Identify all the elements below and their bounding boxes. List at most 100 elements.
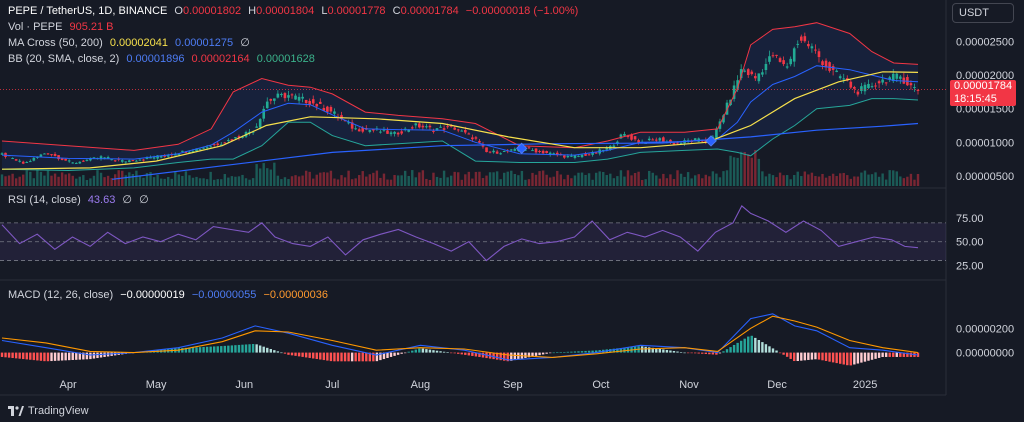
macd-line-value: −0.00000055 bbox=[191, 289, 257, 301]
bb-basis-value: 0.00001896 bbox=[126, 53, 185, 65]
macd-histogram-bar bbox=[382, 352, 386, 360]
candle-body bbox=[916, 89, 920, 91]
volume-bar bbox=[591, 179, 594, 186]
volume-bar bbox=[449, 175, 453, 186]
bb-basis-line bbox=[1, 65, 919, 160]
symbol-legend: PEPE / TetherUS, 1D, BINANCE O0.00001802… bbox=[8, 4, 582, 18]
volume-bar bbox=[849, 178, 853, 186]
macd-histogram-bar bbox=[729, 347, 732, 353]
bb-legend[interactable]: BB (20, SMA, close, 2) 0.00001896 0.0000… bbox=[8, 52, 319, 66]
volume-bar bbox=[888, 170, 891, 186]
macd-histogram-bar bbox=[566, 351, 570, 353]
volume-bar bbox=[640, 179, 644, 186]
macd-histogram-bar bbox=[789, 352, 792, 359]
volume-bar bbox=[457, 172, 460, 186]
tradingview-brand[interactable]: TradingView bbox=[8, 405, 89, 417]
volume-bar bbox=[697, 174, 700, 186]
candle-body bbox=[110, 159, 113, 161]
rsi-legend[interactable]: RSI (14, close) 43.63 ∅ ∅ bbox=[8, 193, 153, 207]
volume-bar bbox=[113, 174, 117, 186]
macd-histogram-bar bbox=[651, 347, 654, 353]
candle-body bbox=[283, 93, 287, 99]
candle-body bbox=[400, 131, 403, 134]
volume-legend[interactable]: Vol · PEPE 905.21 B bbox=[8, 20, 118, 34]
macd-histogram-bar bbox=[824, 352, 828, 361]
macd-histogram-bar bbox=[648, 347, 651, 353]
volume-bar bbox=[693, 175, 697, 186]
candle-body bbox=[605, 147, 609, 150]
macd-histogram-bar bbox=[14, 352, 18, 359]
candle-body bbox=[679, 142, 683, 144]
candle-body bbox=[757, 73, 761, 82]
volume-bar bbox=[60, 172, 64, 186]
volume-bar bbox=[541, 170, 545, 186]
candle-body bbox=[241, 136, 244, 138]
macd-histogram-bar bbox=[368, 352, 372, 362]
candle-body bbox=[322, 108, 326, 111]
volume-bar bbox=[892, 170, 895, 186]
volume-bar bbox=[690, 178, 693, 186]
candle-body bbox=[439, 126, 442, 128]
macd-histogram-bar bbox=[849, 352, 853, 366]
volume-bar bbox=[262, 163, 265, 186]
volume-bar bbox=[729, 155, 732, 186]
time-tick-label: May bbox=[146, 379, 167, 391]
macd-histogram-bar bbox=[53, 352, 57, 361]
volume-bar bbox=[644, 179, 647, 186]
candle-body bbox=[488, 151, 492, 153]
volume-bar bbox=[156, 174, 159, 186]
volume-bar bbox=[191, 177, 195, 186]
candle-body bbox=[333, 111, 336, 114]
volume-bar bbox=[198, 178, 202, 186]
candle-body bbox=[248, 131, 251, 134]
volume-bar bbox=[863, 170, 867, 186]
volume-bar bbox=[754, 150, 757, 186]
volume-bar bbox=[389, 179, 393, 186]
macd-histogram-bar bbox=[545, 352, 548, 354]
macd-histogram-bar bbox=[739, 340, 743, 353]
macd-histogram-bar bbox=[874, 352, 877, 359]
macd-histogram-bar bbox=[280, 352, 283, 354]
time-tick-label: Oct bbox=[592, 379, 609, 391]
bb-label: BB (20, SMA, close, 2) bbox=[8, 53, 120, 65]
volume-bar bbox=[213, 179, 216, 186]
macd-histogram-bar bbox=[587, 350, 591, 353]
macd-legend[interactable]: MACD (12, 26, close) −0.00000019 −0.0000… bbox=[8, 288, 332, 302]
candle-body bbox=[120, 160, 124, 162]
rsi-line bbox=[1, 205, 919, 262]
volume-bar bbox=[552, 176, 555, 186]
candle-body bbox=[425, 126, 428, 128]
candle-body bbox=[304, 99, 308, 104]
candle-body bbox=[350, 122, 354, 129]
volume-bar bbox=[283, 177, 287, 186]
candle-body bbox=[555, 152, 559, 155]
macd-histogram-bar bbox=[644, 346, 647, 353]
tradingview-logo-icon bbox=[8, 406, 24, 416]
volume-bar bbox=[899, 176, 902, 186]
macd-histogram-bar bbox=[449, 352, 453, 354]
volume-bar bbox=[453, 171, 456, 186]
macd-histogram-bar bbox=[863, 352, 867, 362]
candle-body bbox=[700, 140, 704, 142]
currency-selector[interactable]: USDT bbox=[952, 3, 1014, 23]
rsi-v2: ∅ bbox=[122, 194, 132, 206]
volume-bar bbox=[340, 175, 343, 186]
bb-lower-line bbox=[1, 98, 919, 172]
macd-histogram-bar bbox=[598, 350, 601, 353]
volume-bar bbox=[648, 170, 651, 186]
volume-bar bbox=[442, 170, 446, 186]
macd-histogram-bar bbox=[400, 352, 403, 354]
symbol-title[interactable]: PEPE / TetherUS, 1D, BINANCE bbox=[8, 5, 168, 17]
volume-bar bbox=[308, 171, 311, 186]
candle-body bbox=[191, 151, 195, 153]
volume-bar bbox=[686, 172, 690, 186]
macd-histogram-bar bbox=[793, 352, 796, 362]
macd-histogram-bar bbox=[304, 352, 308, 358]
candle-body bbox=[177, 154, 181, 156]
macd-histogram-bar bbox=[807, 352, 810, 360]
candle-body bbox=[166, 155, 170, 157]
macd-histogram-bar bbox=[612, 348, 616, 353]
ma-cross-legend[interactable]: MA Cross (50, 200) 0.00002041 0.00001275… bbox=[8, 36, 254, 50]
macd-histogram-bar bbox=[725, 349, 729, 353]
